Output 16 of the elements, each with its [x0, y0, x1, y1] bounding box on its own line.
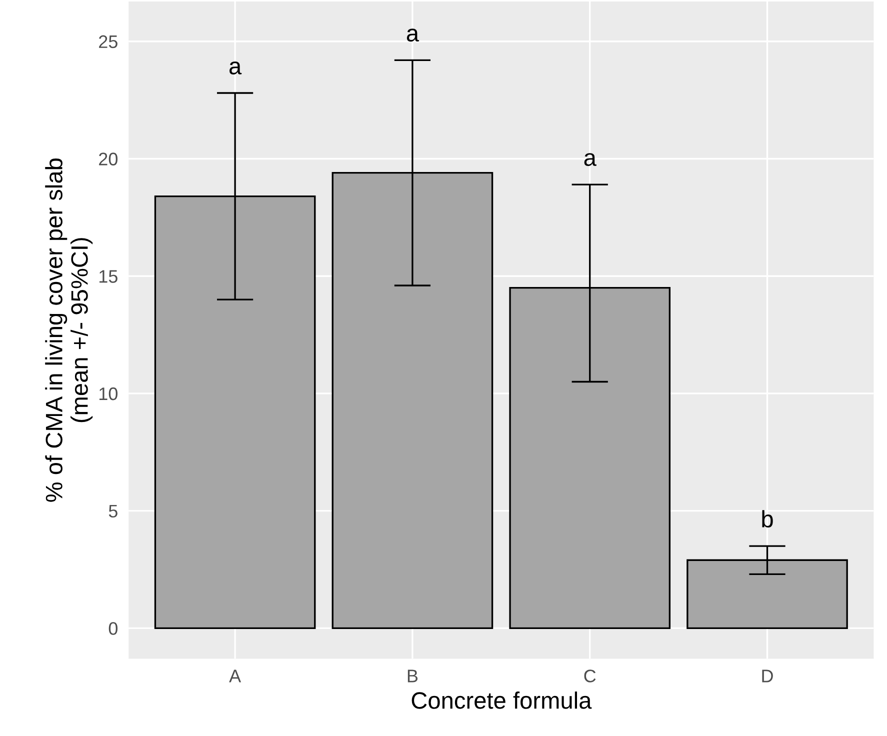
- y-tick-label: 15: [99, 270, 118, 283]
- annotation: b: [762, 510, 773, 528]
- y-tick-label: 25: [99, 35, 118, 48]
- y-tick-label: 5: [108, 504, 118, 518]
- y-tick-label: 20: [99, 152, 118, 166]
- x-tick-label: A: [229, 670, 242, 682]
- x-tick-label: C: [584, 670, 596, 682]
- y-tick-label: 0: [108, 622, 118, 635]
- y-tick-label: 10: [99, 387, 118, 400]
- annotation: a: [229, 62, 242, 74]
- y-axis-title: % of CMA in living cover per slab (mean +/- 95%CI): [45, 158, 93, 502]
- x-tick-label: D: [762, 670, 773, 682]
- x-tick-label: B: [408, 670, 418, 682]
- annotation: a: [584, 153, 596, 166]
- x-axis-title: Concrete formula: [412, 692, 592, 709]
- annotation: a: [406, 28, 420, 42]
